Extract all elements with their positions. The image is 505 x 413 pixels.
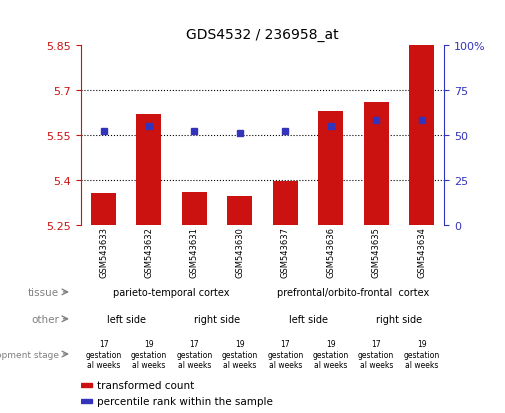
Bar	[81, 399, 92, 403]
Text: GSM543630: GSM543630	[235, 227, 244, 278]
Text: 17
gestation
al weeks: 17 gestation al weeks	[267, 339, 304, 369]
Text: 17
gestation
al weeks: 17 gestation al weeks	[85, 339, 122, 369]
Text: prefrontal/orbito-frontal  cortex: prefrontal/orbito-frontal cortex	[277, 287, 430, 297]
Title: GDS4532 / 236958_at: GDS4532 / 236958_at	[186, 28, 339, 42]
Text: other: other	[31, 314, 59, 324]
Bar	[227, 197, 252, 225]
Text: left side: left side	[288, 314, 328, 324]
Text: GSM543633: GSM543633	[99, 227, 108, 278]
Text: GSM543632: GSM543632	[144, 227, 154, 278]
Text: GSM543634: GSM543634	[417, 227, 426, 278]
Text: 19
gestation
al weeks: 19 gestation al weeks	[131, 339, 167, 369]
Text: 19
gestation
al weeks: 19 gestation al weeks	[222, 339, 258, 369]
Text: tissue: tissue	[28, 287, 59, 297]
Bar	[364, 102, 389, 225]
Bar	[409, 41, 434, 225]
Bar	[273, 182, 298, 225]
Text: right side: right side	[194, 314, 240, 324]
Text: 17
gestation
al weeks: 17 gestation al weeks	[176, 339, 213, 369]
Bar	[182, 192, 207, 225]
Text: left side: left side	[107, 314, 146, 324]
Text: transformed count: transformed count	[97, 380, 194, 390]
Bar	[91, 194, 116, 225]
Text: percentile rank within the sample: percentile rank within the sample	[97, 396, 273, 406]
Text: 19
gestation
al weeks: 19 gestation al weeks	[313, 339, 349, 369]
Text: GSM543635: GSM543635	[372, 227, 381, 278]
Text: right side: right side	[376, 314, 422, 324]
Bar	[318, 112, 343, 225]
Text: parieto-temporal cortex: parieto-temporal cortex	[114, 287, 230, 297]
Text: GSM543631: GSM543631	[190, 227, 199, 278]
Bar	[81, 383, 92, 387]
Text: development stage: development stage	[0, 350, 59, 358]
Text: 17
gestation
al weeks: 17 gestation al weeks	[358, 339, 394, 369]
Text: 19
gestation
al weeks: 19 gestation al weeks	[403, 339, 440, 369]
Text: GSM543637: GSM543637	[281, 227, 290, 278]
Text: GSM543636: GSM543636	[326, 227, 335, 278]
Bar	[136, 114, 162, 225]
